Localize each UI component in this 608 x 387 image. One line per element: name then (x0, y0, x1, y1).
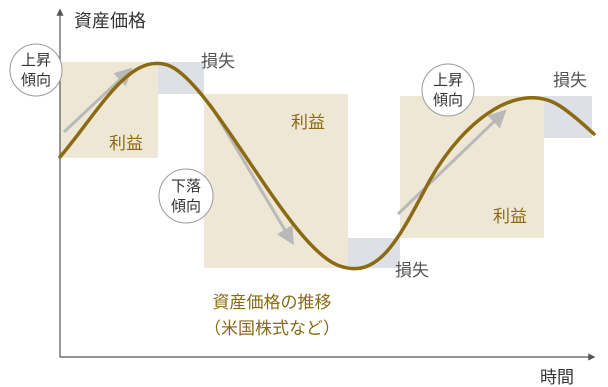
y-axis-label: 資産価格 (74, 11, 146, 32)
trend-up-badge-2: 上昇 傾向 (421, 63, 475, 117)
trend-up-badge-1: 上昇 傾向 (9, 43, 63, 97)
profit-box-3 (400, 96, 544, 238)
curve-caption-line2: （米国株式など） (204, 319, 340, 339)
trend-up-text-line1: 上昇 (21, 51, 51, 69)
profit-label-3: 利益 (493, 207, 527, 227)
x-axis-label: 時間 (540, 368, 574, 387)
profit-label-1: 利益 (109, 134, 143, 154)
trend-up-text-line2: 傾向 (433, 91, 463, 109)
trend-down-text-line1: 下落 (171, 177, 201, 195)
trend-down-badge: 下落 傾向 (158, 168, 214, 224)
trend-arrow-up-2 (396, 109, 507, 216)
profit-box-2 (204, 94, 348, 268)
trend-down-text-line2: 傾向 (171, 197, 201, 215)
loss-label-2: 損失 (395, 261, 429, 281)
loss-label-3: 損失 (553, 71, 587, 91)
curve-caption-line1: 資産価格の推移 (213, 293, 332, 313)
profit-box-1 (60, 62, 158, 158)
trend-up-text-line1: 上昇 (433, 71, 463, 89)
trend-up-text-line2: 傾向 (21, 71, 51, 89)
loss-label-1: 損失 (201, 52, 235, 72)
price-curve (58, 61, 596, 271)
profit-label-2: 利益 (291, 113, 325, 133)
trend-arrow-up-1 (62, 67, 133, 134)
